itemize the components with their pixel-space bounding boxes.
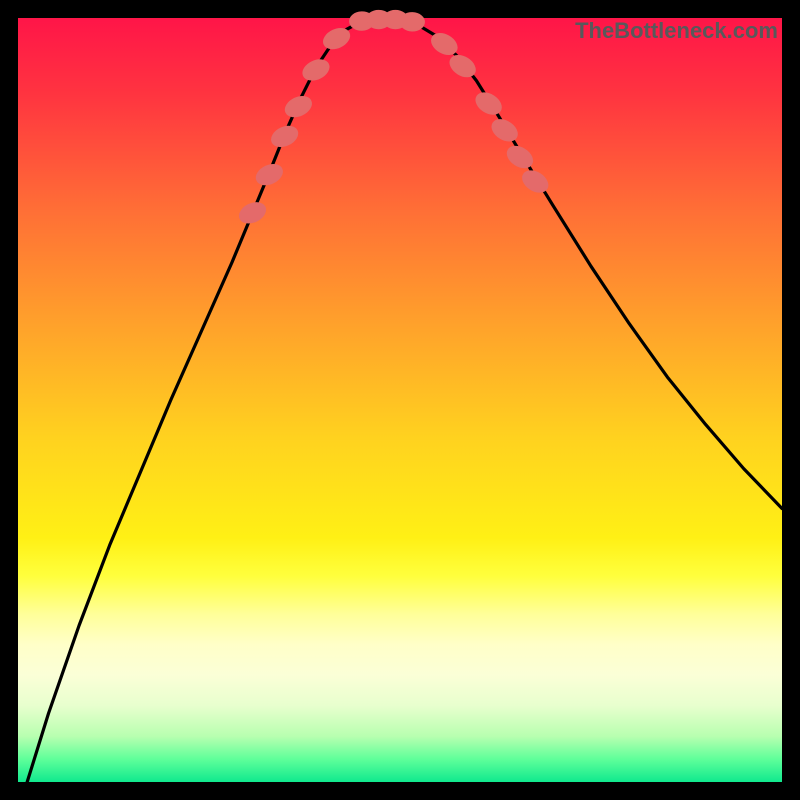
markers-group (236, 10, 552, 227)
marker-ellipse (300, 56, 333, 84)
marker-ellipse (268, 122, 301, 150)
curve-left-arm (27, 18, 377, 782)
plot-area: TheBottleneck.com (18, 18, 782, 782)
marker-ellipse (472, 89, 505, 119)
curve-right-arm (377, 18, 782, 508)
chart-svg (18, 18, 782, 782)
marker-ellipse (282, 93, 315, 121)
marker-ellipse (519, 166, 552, 196)
marker-ellipse (400, 12, 425, 31)
marker-ellipse (253, 160, 286, 188)
outer-frame: TheBottleneck.com (0, 0, 800, 800)
marker-ellipse (236, 199, 269, 227)
marker-ellipse (488, 115, 521, 145)
curves-group (27, 18, 782, 782)
